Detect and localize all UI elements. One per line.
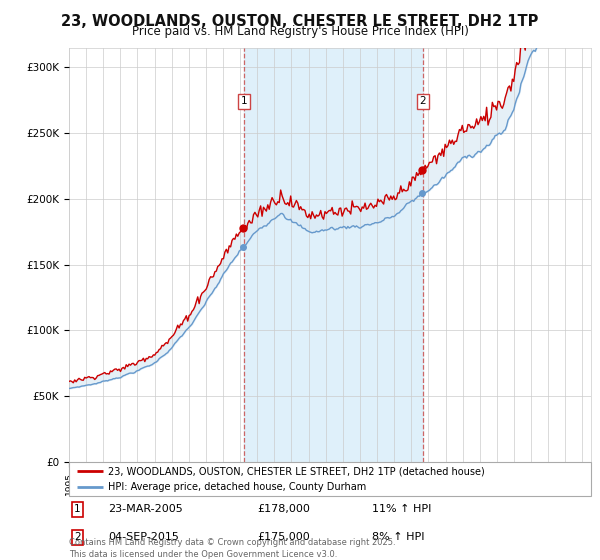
Text: Price paid vs. HM Land Registry's House Price Index (HPI): Price paid vs. HM Land Registry's House …	[131, 25, 469, 38]
Text: Contains HM Land Registry data © Crown copyright and database right 2025.
This d: Contains HM Land Registry data © Crown c…	[69, 538, 395, 559]
Text: 1: 1	[74, 504, 81, 514]
Text: 2: 2	[74, 533, 81, 543]
Text: 11% ↑ HPI: 11% ↑ HPI	[372, 504, 431, 514]
Text: 1: 1	[241, 96, 247, 106]
FancyBboxPatch shape	[69, 462, 591, 496]
Text: 23-MAR-2005: 23-MAR-2005	[108, 504, 183, 514]
Text: 23, WOODLANDS, OUSTON, CHESTER LE STREET, DH2 1TP (detached house): 23, WOODLANDS, OUSTON, CHESTER LE STREET…	[108, 466, 485, 476]
Text: 2: 2	[419, 96, 426, 106]
Text: 23, WOODLANDS, OUSTON, CHESTER LE STREET, DH2 1TP: 23, WOODLANDS, OUSTON, CHESTER LE STREET…	[61, 14, 539, 29]
Text: £178,000: £178,000	[257, 504, 310, 514]
Text: £175,000: £175,000	[257, 533, 310, 543]
Text: 04-SEP-2015: 04-SEP-2015	[108, 533, 179, 543]
Bar	[244, 48, 423, 462]
Text: 8% ↑ HPI: 8% ↑ HPI	[372, 533, 424, 543]
Text: HPI: Average price, detached house, County Durham: HPI: Average price, detached house, Coun…	[108, 482, 367, 492]
